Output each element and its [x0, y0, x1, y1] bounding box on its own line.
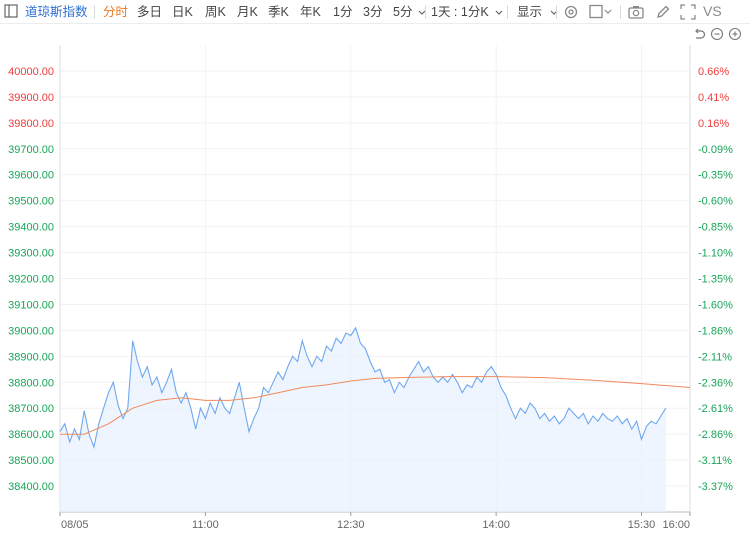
x-tick-label: 08/05 — [61, 519, 89, 531]
compare-button[interactable]: VS — [703, 3, 722, 19]
chevron-down-icon — [550, 10, 557, 15]
y-tick-pct-label: -3.37% — [698, 481, 733, 493]
settings-icon[interactable] — [563, 4, 579, 20]
shape-tool[interactable] — [589, 4, 615, 20]
y-tick-pct-label: -1.10% — [698, 248, 733, 260]
y-tick-label: 39600.00 — [8, 170, 54, 182]
y-tick-pct-label: 0.66% — [698, 66, 729, 78]
period-tab-quarterly-k[interactable]: 季K — [268, 5, 289, 19]
y-tick-label: 38800.00 — [8, 377, 54, 389]
index-title[interactable]: 道琼斯指数 — [25, 5, 88, 19]
price-line — [59, 326, 667, 450]
y-tick-pct-label: -0.35% — [698, 170, 733, 182]
period-tab-multiday[interactable]: 多日 — [137, 5, 163, 19]
y-tick-pct-label: -3.11% — [698, 455, 732, 467]
y-tick-pct-label: 0.16% — [698, 118, 729, 130]
display-menu-label: 显示 — [517, 5, 543, 19]
period-tab-yearly-k[interactable]: 年K — [300, 5, 321, 19]
y-tick-label: 39800.00 — [8, 118, 54, 130]
y-tick-label: 38400.00 — [8, 481, 54, 493]
x-tick-label: 15:30 — [628, 519, 656, 531]
y-tick-label: 39300.00 — [8, 248, 54, 260]
fullscreen-icon[interactable] — [680, 4, 696, 20]
y-tick-pct-label: -0.85% — [698, 222, 733, 234]
y-tick-label: 38500.00 — [8, 455, 54, 467]
average-line — [60, 376, 691, 435]
y-tick-label: 39900.00 — [8, 92, 54, 104]
divider — [425, 5, 426, 19]
period-tab-5min[interactable]: 5分 — [393, 4, 426, 20]
camera-icon[interactable] — [628, 4, 644, 20]
zoom-in-icon[interactable] — [728, 27, 742, 41]
price-area — [60, 327, 666, 512]
period-tab-3min[interactable]: 3分 — [363, 5, 383, 19]
divider — [620, 5, 621, 19]
chart-toolbar: 道琼斯指数 分时 多日 日K 周K 月K 季K 年K 1分 3分 5分 1天 :… — [0, 0, 750, 24]
y-tick-pct-label: -0.09% — [698, 144, 733, 156]
sidebar-toggle-icon[interactable] — [4, 4, 20, 20]
divider — [507, 5, 508, 19]
y-tick-label: 39000.00 — [8, 325, 54, 337]
range-selector[interactable]: 1天 : 1分K — [431, 4, 503, 20]
period-tab-weekly-k[interactable]: 周K — [205, 5, 226, 19]
chevron-down-icon — [418, 10, 426, 15]
y-tick-label: 38700.00 — [8, 403, 54, 415]
undo-icon[interactable] — [692, 27, 706, 41]
period-tab-daily-k[interactable]: 日K — [172, 5, 193, 19]
y-tick-pct-label: -1.86% — [698, 325, 733, 337]
x-tick-label: 16:00 — [662, 519, 690, 531]
divider — [94, 5, 95, 19]
divider — [556, 5, 557, 19]
period-tab-1min[interactable]: 1分 — [333, 5, 353, 19]
x-tick-label: 11:00 — [192, 519, 219, 531]
y-tick-pct-label: -2.36% — [698, 377, 733, 389]
x-tick-label: 14:00 — [482, 519, 510, 531]
y-tick-pct-label: -1.35% — [698, 274, 733, 286]
period-tab-monthly-k[interactable]: 月K — [237, 5, 258, 19]
range-selector-label: 1天 : 1分K — [431, 5, 489, 19]
x-tick-label: 12:30 — [337, 519, 365, 531]
y-tick-pct-label: -2.11% — [698, 351, 732, 363]
y-tick-label: 40000.00 — [8, 66, 54, 78]
y-tick-label: 38900.00 — [8, 351, 54, 363]
square-icon — [589, 4, 612, 19]
zoom-out-icon[interactable] — [710, 27, 724, 41]
y-tick-label: 39100.00 — [8, 299, 54, 311]
period-tab-5min-label: 5分 — [393, 5, 413, 19]
display-menu[interactable]: 显示 — [517, 4, 558, 20]
y-tick-pct-label: -2.61% — [698, 403, 733, 415]
y-tick-label: 39700.00 — [8, 144, 54, 156]
y-tick-label: 39200.00 — [8, 274, 54, 286]
y-tick-pct-label: -0.60% — [698, 196, 733, 208]
y-tick-label: 38600.00 — [8, 429, 54, 441]
y-tick-pct-label: -1.60% — [698, 299, 733, 311]
pencil-icon[interactable] — [655, 4, 671, 20]
y-tick-pct-label: 0.41% — [698, 92, 729, 104]
period-tab-intraday[interactable]: 分时 — [103, 5, 129, 19]
y-tick-label: 39500.00 — [8, 196, 54, 208]
y-tick-pct-label: -2.86% — [698, 429, 733, 441]
y-tick-label: 39400.00 — [8, 222, 54, 234]
chevron-down-icon — [495, 10, 503, 15]
